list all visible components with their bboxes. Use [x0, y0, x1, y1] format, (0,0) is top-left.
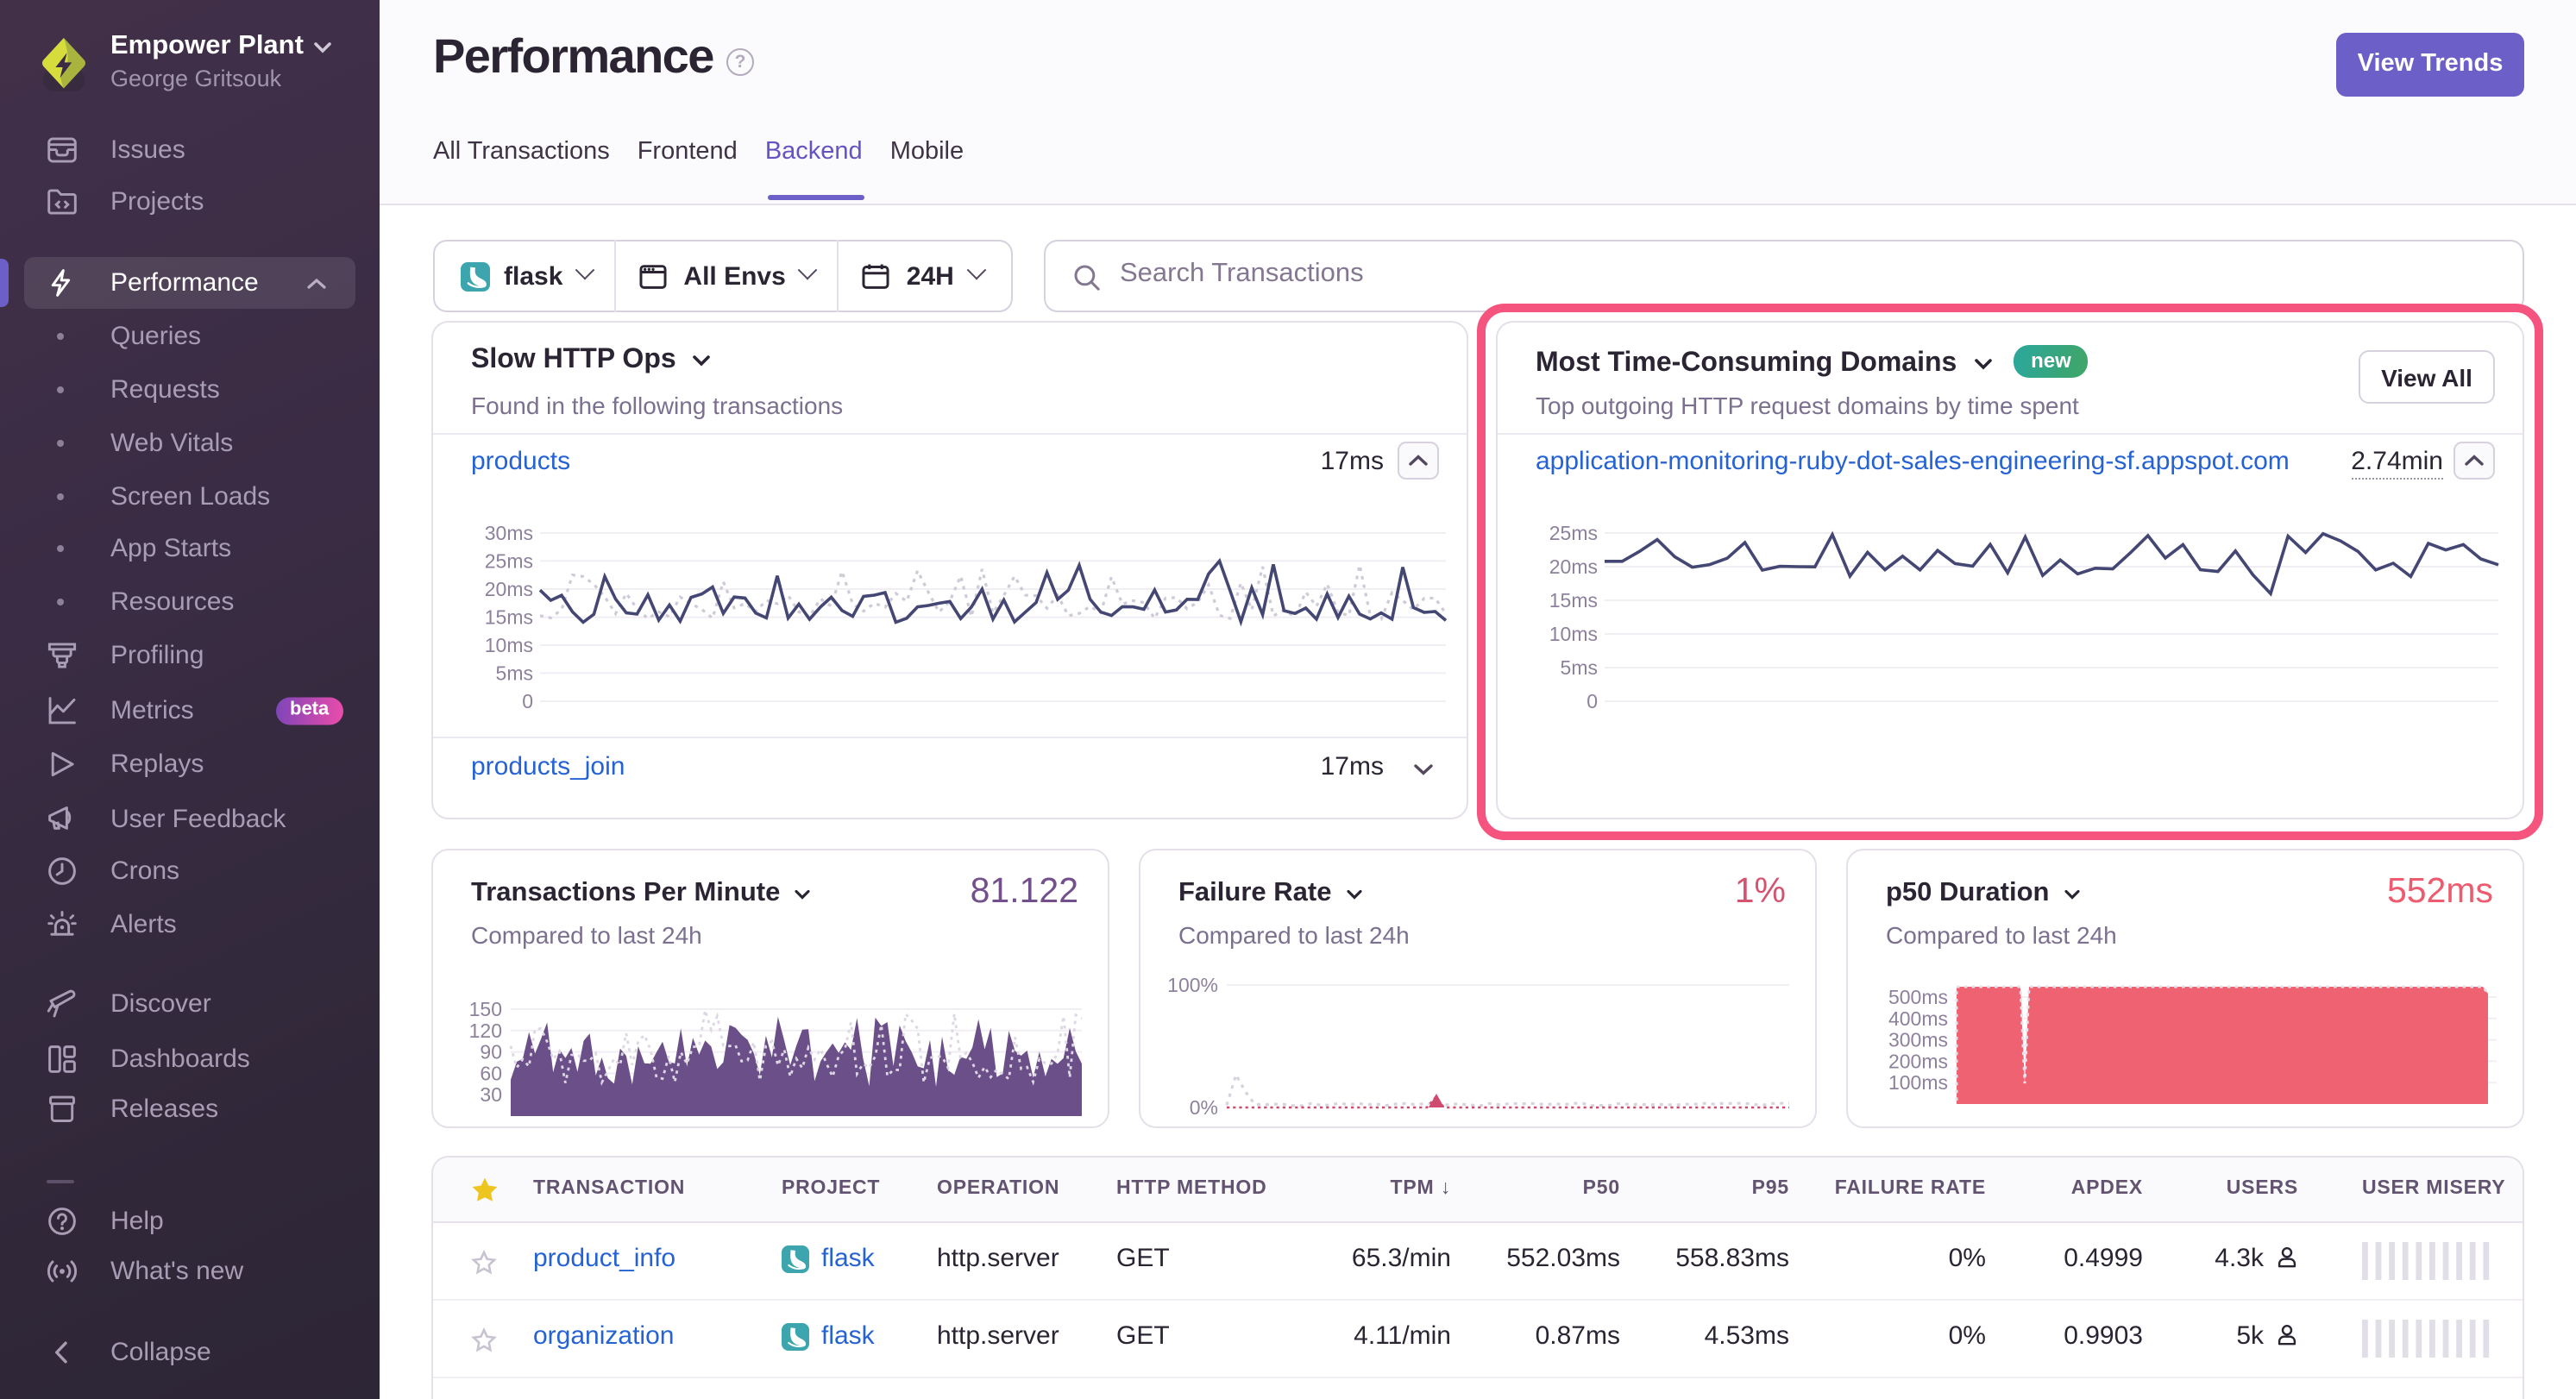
svg-text:0: 0	[522, 690, 533, 712]
svg-text:15ms: 15ms	[1549, 589, 1598, 612]
svg-text:400ms: 400ms	[1888, 1007, 1948, 1030]
svg-text:0: 0	[1586, 690, 1598, 712]
svg-text:500ms: 500ms	[1888, 986, 1948, 1008]
svg-text:10ms: 10ms	[485, 634, 533, 656]
svg-text:25ms: 25ms	[485, 549, 533, 572]
svg-text:30ms: 30ms	[485, 522, 533, 544]
svg-text:60: 60	[480, 1062, 502, 1084]
svg-text:10ms: 10ms	[1549, 623, 1598, 645]
svg-text:0%: 0%	[1190, 1096, 1218, 1119]
svg-text:100ms: 100ms	[1888, 1071, 1948, 1094]
svg-text:200ms: 200ms	[1888, 1050, 1948, 1072]
svg-text:15ms: 15ms	[485, 606, 533, 629]
svg-text:120: 120	[469, 1019, 502, 1042]
svg-text:5ms: 5ms	[1561, 656, 1598, 679]
svg-text:20ms: 20ms	[485, 578, 533, 600]
svg-text:30: 30	[480, 1083, 502, 1106]
svg-text:300ms: 300ms	[1888, 1029, 1948, 1051]
svg-text:90: 90	[480, 1041, 502, 1063]
svg-text:25ms: 25ms	[1549, 522, 1598, 544]
svg-text:150: 150	[469, 998, 502, 1020]
svg-text:20ms: 20ms	[1549, 555, 1598, 578]
svg-text:5ms: 5ms	[496, 662, 533, 684]
svg-text:100%: 100%	[1167, 974, 1218, 996]
